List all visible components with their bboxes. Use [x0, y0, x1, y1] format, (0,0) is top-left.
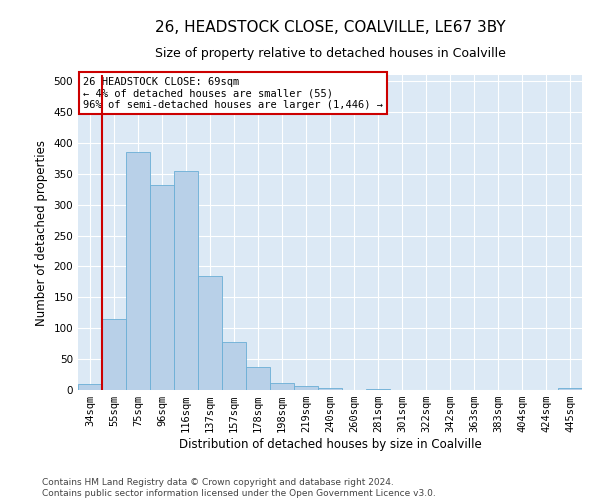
Bar: [126, 152, 150, 390]
Bar: [318, 388, 342, 390]
Y-axis label: Number of detached properties: Number of detached properties: [35, 140, 48, 326]
Text: Contains HM Land Registry data © Crown copyright and database right 2024.
Contai: Contains HM Land Registry data © Crown c…: [42, 478, 436, 498]
Text: Size of property relative to detached houses in Coalville: Size of property relative to detached ho…: [155, 48, 505, 60]
Bar: [78, 384, 102, 390]
Text: 26 HEADSTOCK CLOSE: 69sqm
← 4% of detached houses are smaller (55)
96% of semi-d: 26 HEADSTOCK CLOSE: 69sqm ← 4% of detach…: [83, 76, 383, 110]
Text: 26, HEADSTOCK CLOSE, COALVILLE, LE67 3BY: 26, HEADSTOCK CLOSE, COALVILLE, LE67 3BY: [155, 20, 505, 35]
Bar: [102, 319, 126, 390]
Bar: [270, 382, 294, 390]
Bar: [198, 276, 222, 390]
Bar: [222, 342, 246, 390]
Bar: [294, 386, 318, 390]
X-axis label: Distribution of detached houses by size in Coalville: Distribution of detached houses by size …: [179, 438, 481, 451]
Bar: [174, 172, 198, 390]
Bar: [150, 185, 174, 390]
Bar: [246, 366, 270, 390]
Bar: [558, 388, 582, 390]
